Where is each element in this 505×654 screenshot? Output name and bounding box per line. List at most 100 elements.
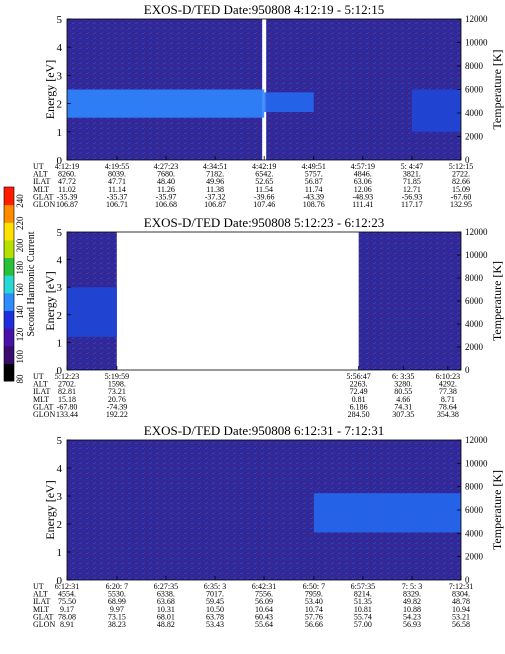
panel-2: EXOS-D/TED Date:950808 5:12:23 - 6:12:23… [33, 215, 504, 419]
y-tick-label-right: 10000 [465, 38, 488, 48]
table-cell: 57.00 [354, 620, 372, 629]
row-label: ALT [33, 170, 48, 179]
y-tick-label-left: 3 [57, 70, 63, 82]
data-gap [116, 232, 359, 370]
y-axis-label-right: Temperature [K] [490, 261, 504, 341]
table-cell: 75.50 [58, 597, 76, 606]
table-cell: -35.97 [156, 192, 177, 201]
table-cell: -67.60 [451, 192, 472, 201]
table-cell: 10.50 [206, 605, 224, 614]
y-axis-label-right: Temperature [K] [490, 470, 504, 550]
table-cell: -74.39 [107, 402, 128, 411]
colorbar-tick-label: 100 [15, 350, 25, 364]
table-cell: 106.87 [56, 200, 78, 209]
y-axis-label-left: Energy [eV] [43, 271, 57, 330]
table-cell: 10.94 [452, 605, 470, 614]
table-cell: 77.38 [439, 387, 457, 396]
table-cell: 52.65 [255, 177, 273, 186]
table-cell: 192.22 [106, 410, 128, 419]
row-label: GLAT [33, 402, 54, 411]
row-label: GLON [33, 200, 55, 209]
table-cell: 78.64 [439, 402, 457, 411]
panel-title: EXOS-D/TED Date:950808 4:12:19 - 5:12:15 [144, 2, 384, 17]
colorbar-swatch [4, 187, 14, 206]
y-tick-label-left: 2 [57, 310, 63, 322]
y-tick-label-left: 4 [57, 463, 63, 475]
y-tick-label-left: 0 [57, 155, 63, 167]
table-cell: 56.87 [305, 177, 323, 186]
y-tick-label-right: 6000 [465, 85, 484, 95]
table-cell: 15.18 [58, 395, 76, 404]
table-cell: -43.39 [303, 192, 324, 201]
table-cell: -67.80 [57, 402, 78, 411]
table-cell: 2722. [452, 170, 470, 179]
table-cell: 57.76 [305, 612, 323, 621]
table-cell: 47.72 [58, 177, 76, 186]
table-cell: -56.93 [402, 192, 423, 201]
table-cell: 4.66 [396, 395, 410, 404]
table-cell: 48.78 [452, 597, 470, 606]
row-label: UT [33, 582, 44, 591]
y-tick-label-left: 2 [57, 99, 63, 111]
table-cell: 107.46 [253, 200, 275, 209]
y-tick-label-right: 10000 [465, 250, 488, 260]
table-cell: -37.32 [205, 192, 226, 201]
table-cell: 6:50: 7 [303, 582, 325, 591]
colorbar-swatch [4, 204, 14, 223]
table-cell: 5757. [305, 170, 323, 179]
table-cell: 133.44 [56, 410, 78, 419]
table-cell: 4:34:51 [203, 162, 227, 171]
table-cell: 53.40 [305, 597, 323, 606]
table-cell: 6: 3:35 [392, 372, 414, 381]
colorbar-tick-label: 240 [15, 194, 25, 208]
y-tick-label-right: 4000 [465, 528, 484, 538]
colorbar-swatch [4, 310, 14, 329]
table-cell: 10.31 [157, 605, 175, 614]
table-cell: 8.91 [60, 620, 74, 629]
y-tick-label-right: 2000 [465, 342, 484, 352]
table-cell: 354.38 [437, 410, 459, 419]
row-label: GLON [33, 410, 55, 419]
y-tick-label-right: 12000 [465, 435, 488, 445]
table-cell: 4292. [439, 380, 457, 389]
data-region [358, 232, 461, 370]
row-label: UT [33, 372, 44, 381]
table-cell: 5:56:47 [346, 372, 370, 381]
table-cell: 7182. [206, 170, 224, 179]
table-cell: 11.38 [206, 185, 224, 194]
panel-3: EXOS-D/TED Date:950808 6:12:31 - 7:12:31… [33, 423, 504, 629]
table-cell: 111.41 [352, 200, 373, 209]
table-cell: 78.08 [58, 612, 76, 621]
table-cell: 80.55 [394, 387, 412, 396]
y-tick-label-right: 0 [465, 365, 470, 375]
table-cell: 56.58 [452, 620, 470, 629]
table-cell: 10.88 [403, 605, 421, 614]
table-cell: 108.76 [303, 200, 325, 209]
colorbar-frame [3, 186, 15, 382]
table-cell: 2263. [350, 380, 368, 389]
row-label: GLAT [33, 612, 54, 621]
y-tick-label-left: 0 [57, 575, 63, 587]
y-tick-label-right: 4000 [465, 108, 484, 118]
colorbar-swatch [4, 345, 14, 364]
table-cell: 68.99 [108, 597, 126, 606]
table-cell: 12.06 [354, 185, 372, 194]
colorbar-swatch [4, 328, 14, 347]
table-cell: 7959. [305, 590, 323, 599]
intensity-band [264, 92, 314, 112]
table-cell: 6:42:31 [252, 582, 276, 591]
table-cell: 10.74 [305, 605, 323, 614]
table-cell: 48.40 [157, 177, 175, 186]
table-cell: 63.68 [157, 597, 175, 606]
table-cell: 1598. [108, 380, 126, 389]
y-tick-label-left: 1 [57, 547, 63, 559]
y-tick-label-right: 12000 [465, 14, 488, 24]
table-cell: 5:12:15 [449, 162, 473, 171]
table-cell: 4846. [354, 170, 372, 179]
table-cell: 284.50 [348, 410, 370, 419]
table-cell: 2702. [58, 380, 76, 389]
y-tick-label-left: 3 [57, 491, 63, 503]
y-tick-label-right: 0 [465, 155, 470, 165]
row-label: ILAT [33, 387, 50, 396]
